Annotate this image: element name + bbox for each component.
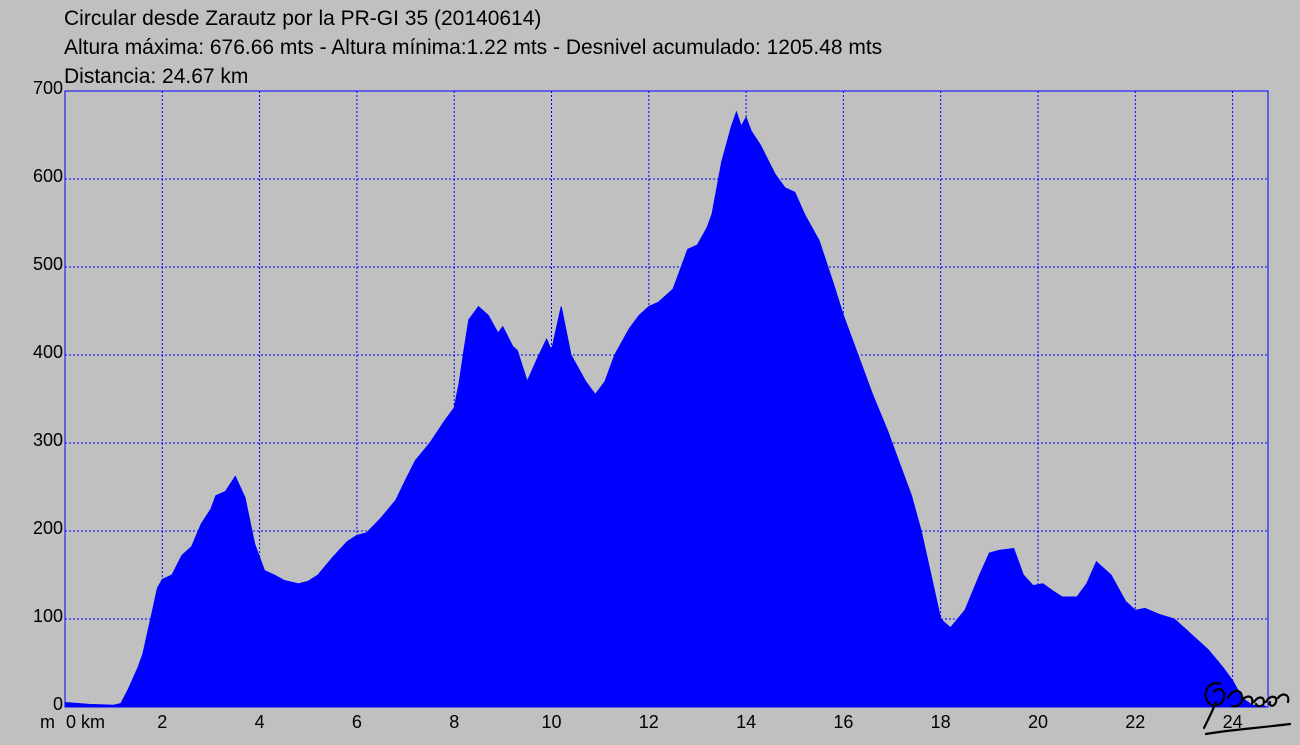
y-tick-label: 400 xyxy=(33,342,63,362)
x-tick-label: 6 xyxy=(352,712,362,732)
x-tick-label: 24 xyxy=(1223,712,1243,732)
x-tick-label: 10 xyxy=(541,712,561,732)
y-tick-label: 100 xyxy=(33,606,63,626)
y-tick-label: 300 xyxy=(33,430,63,450)
chart-title: Circular desde Zarautz por la PR-GI 35 (… xyxy=(64,7,542,30)
signature-logo-icon xyxy=(1202,682,1292,736)
x-tick-label: 8 xyxy=(449,712,459,732)
chart-distance: Distancia: 24.67 km xyxy=(64,65,249,88)
y-tick-label: 700 xyxy=(33,78,63,98)
x-tick-label: 12 xyxy=(639,712,659,732)
chart-header: Circular desde Zarautz por la PR-GI 35 (… xyxy=(64,4,882,91)
y-tick-label: 200 xyxy=(33,518,63,538)
x-tick-label: 18 xyxy=(931,712,951,732)
y-unit-label: m xyxy=(40,712,55,732)
y-tick-label: 600 xyxy=(33,166,63,186)
x-tick-label: 14 xyxy=(736,712,756,732)
plot-frame xyxy=(64,90,1269,708)
y-tick-label: 500 xyxy=(33,254,63,274)
x-tick-label: 20 xyxy=(1028,712,1048,732)
x-tick-label: 2 xyxy=(157,712,167,732)
x-tick-label: 16 xyxy=(833,712,853,732)
x-tick-label: 0 km xyxy=(66,712,105,732)
chart-stats: Altura máxima: 676.66 mts - Altura mínim… xyxy=(64,36,883,59)
y-tick-label: 0 xyxy=(53,694,63,714)
x-tick-label: 22 xyxy=(1125,712,1145,732)
elevation-area xyxy=(64,110,1266,708)
x-tick-label: 4 xyxy=(255,712,265,732)
